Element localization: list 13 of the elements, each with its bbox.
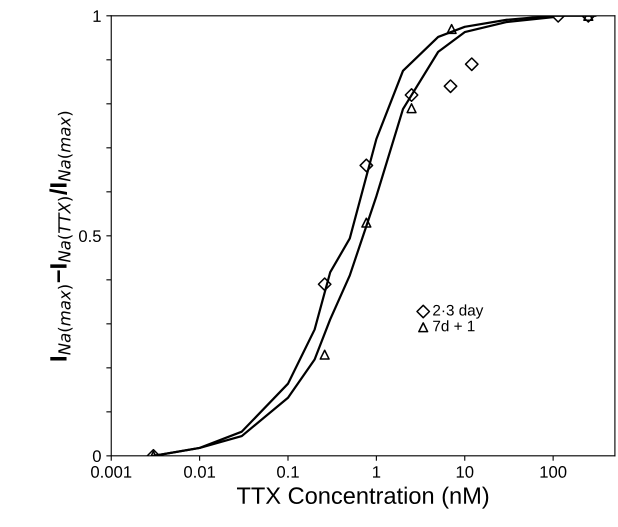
y-tick-label: 0 bbox=[92, 450, 101, 462]
y-tick-label: 1 bbox=[94, 10, 101, 22]
x-tick-label: 0.01 bbox=[184, 466, 216, 478]
x-tick-label: 0.001 bbox=[91, 466, 132, 478]
x-axis-title: TTX Concentration (nM) bbox=[236, 486, 488, 509]
x-tick-label: 0.1 bbox=[277, 466, 299, 478]
legend-label: 7d + 1 bbox=[433, 320, 475, 332]
x-tick-label: 10 bbox=[456, 466, 474, 478]
x-tick-label: 1 bbox=[373, 466, 380, 478]
x-tick-label: 100 bbox=[540, 466, 566, 478]
y-axis-title: I$_{Na(max)}$−I$_{Na(TTX)}$/I$_{Na(max)}$ bbox=[49, 112, 73, 360]
y-tick-label: 0.5 bbox=[79, 230, 101, 242]
legend-label: 2·3 day bbox=[433, 304, 484, 319]
